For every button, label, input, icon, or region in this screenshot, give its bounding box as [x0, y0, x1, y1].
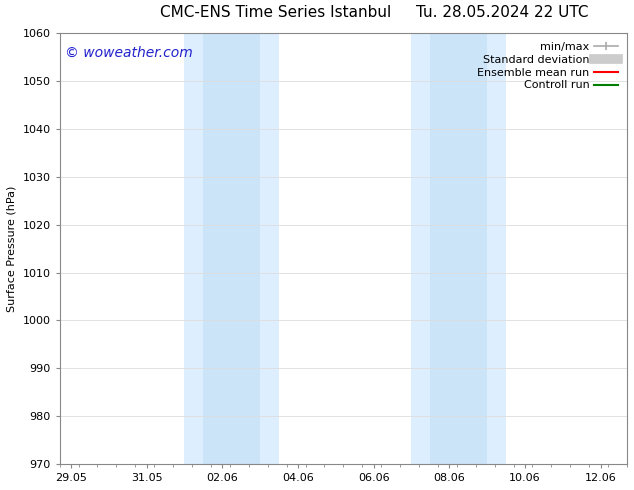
Bar	[260, 33, 279, 464]
Bar	[204, 33, 260, 464]
Text: © woweather.com: © woweather.com	[65, 46, 193, 60]
Y-axis label: Surface Pressure (hPa): Surface Pressure (hPa)	[7, 185, 17, 312]
Legend: min/max, Standard deviation, Ensemble mean run, Controll run: min/max, Standard deviation, Ensemble me…	[474, 39, 621, 94]
Bar	[411, 33, 430, 464]
Bar	[487, 33, 506, 464]
Bar	[430, 33, 487, 464]
Bar	[184, 33, 204, 464]
Text: Tu. 28.05.2024 22 UTC: Tu. 28.05.2024 22 UTC	[416, 5, 588, 21]
Text: CMC-ENS Time Series Istanbul: CMC-ENS Time Series Istanbul	[160, 5, 391, 21]
